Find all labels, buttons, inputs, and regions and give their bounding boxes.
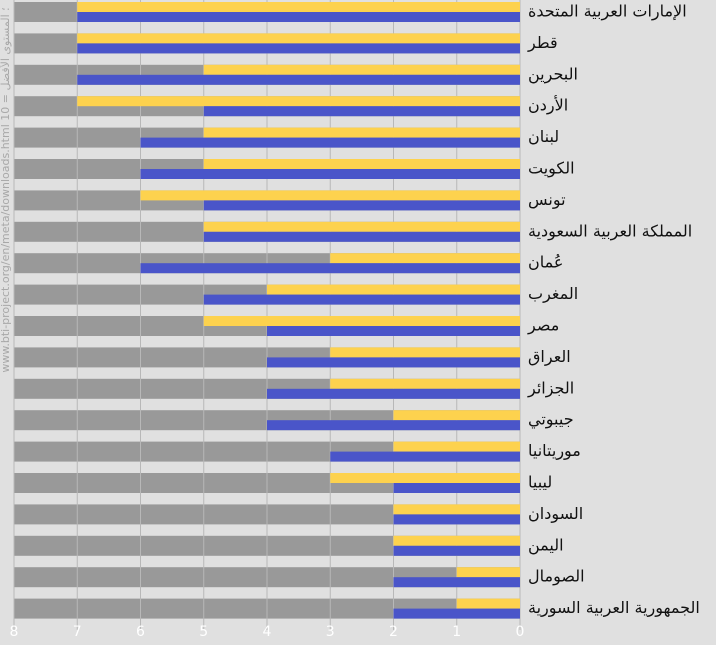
bar xyxy=(203,159,520,169)
x-tick-label: 5 xyxy=(199,624,208,640)
bar xyxy=(267,357,520,368)
x-tick-label: 6 xyxy=(136,624,145,640)
bar xyxy=(330,253,520,264)
bar xyxy=(456,598,520,609)
bar xyxy=(267,284,520,295)
bar xyxy=(267,388,520,399)
category-label: الإمارات العربية المتحدة xyxy=(528,2,687,22)
bar xyxy=(77,2,520,12)
bar xyxy=(203,294,520,305)
bar xyxy=(393,441,520,452)
bar xyxy=(330,347,520,358)
bar xyxy=(77,33,520,44)
bar xyxy=(77,74,520,85)
x-tick-label: 0 xyxy=(516,624,525,640)
bar xyxy=(393,504,520,515)
bar xyxy=(140,137,520,148)
bar xyxy=(203,64,520,75)
x-tick-label: 4 xyxy=(263,624,272,640)
bar xyxy=(140,190,520,201)
category-label: مصر xyxy=(527,316,559,336)
bar xyxy=(203,200,520,211)
category-label: الجزائر xyxy=(527,378,574,398)
category-label: اليمن xyxy=(528,535,564,555)
bar xyxy=(267,326,520,336)
bar xyxy=(456,567,520,578)
category-label: المملكة العربية السعودية xyxy=(528,221,692,241)
bar xyxy=(203,316,520,326)
bar xyxy=(393,545,520,556)
bar xyxy=(393,514,520,525)
category-label: البحرين xyxy=(528,64,578,84)
x-tick-label: 7 xyxy=(73,624,82,640)
bar xyxy=(203,231,520,242)
bar xyxy=(77,96,520,107)
category-label: الأردن xyxy=(528,95,568,116)
bar xyxy=(393,410,520,421)
bar xyxy=(203,106,520,117)
category-label: الجمهورية العربية السورية xyxy=(528,598,700,618)
category-label: تونس xyxy=(528,190,566,210)
bar xyxy=(140,263,520,274)
bar xyxy=(393,577,520,588)
category-label: الصومال xyxy=(528,567,585,587)
category-label: جيبوتي xyxy=(528,410,574,430)
bar xyxy=(393,535,520,546)
category-label: العراق xyxy=(528,347,571,367)
x-tick-label: 3 xyxy=(326,624,335,640)
category-label: المغرب xyxy=(528,284,578,304)
category-label: ليبيا xyxy=(528,473,552,492)
category-label: عُمان xyxy=(528,253,563,272)
bar xyxy=(203,127,520,138)
bar xyxy=(393,483,520,493)
bar xyxy=(77,43,520,54)
bar xyxy=(330,473,520,483)
bar xyxy=(393,608,520,619)
x-tick-label: 8 xyxy=(10,624,19,640)
bar xyxy=(330,378,520,389)
bar xyxy=(77,12,520,22)
category-label: قطر xyxy=(527,33,558,53)
x-tick-label: 2 xyxy=(389,624,398,640)
bar xyxy=(267,420,520,431)
source-note: www.bti-project.org/en/meta/downloads.ht… xyxy=(0,7,12,372)
category-label: موريتانيا xyxy=(528,441,581,461)
bar xyxy=(203,221,520,232)
category-label: السودان xyxy=(528,504,583,524)
bar xyxy=(330,451,520,462)
category-label: الكويت xyxy=(528,159,575,179)
bar xyxy=(140,169,520,179)
category-label: لبنان xyxy=(528,127,559,146)
x-tick-label: 1 xyxy=(452,624,461,640)
